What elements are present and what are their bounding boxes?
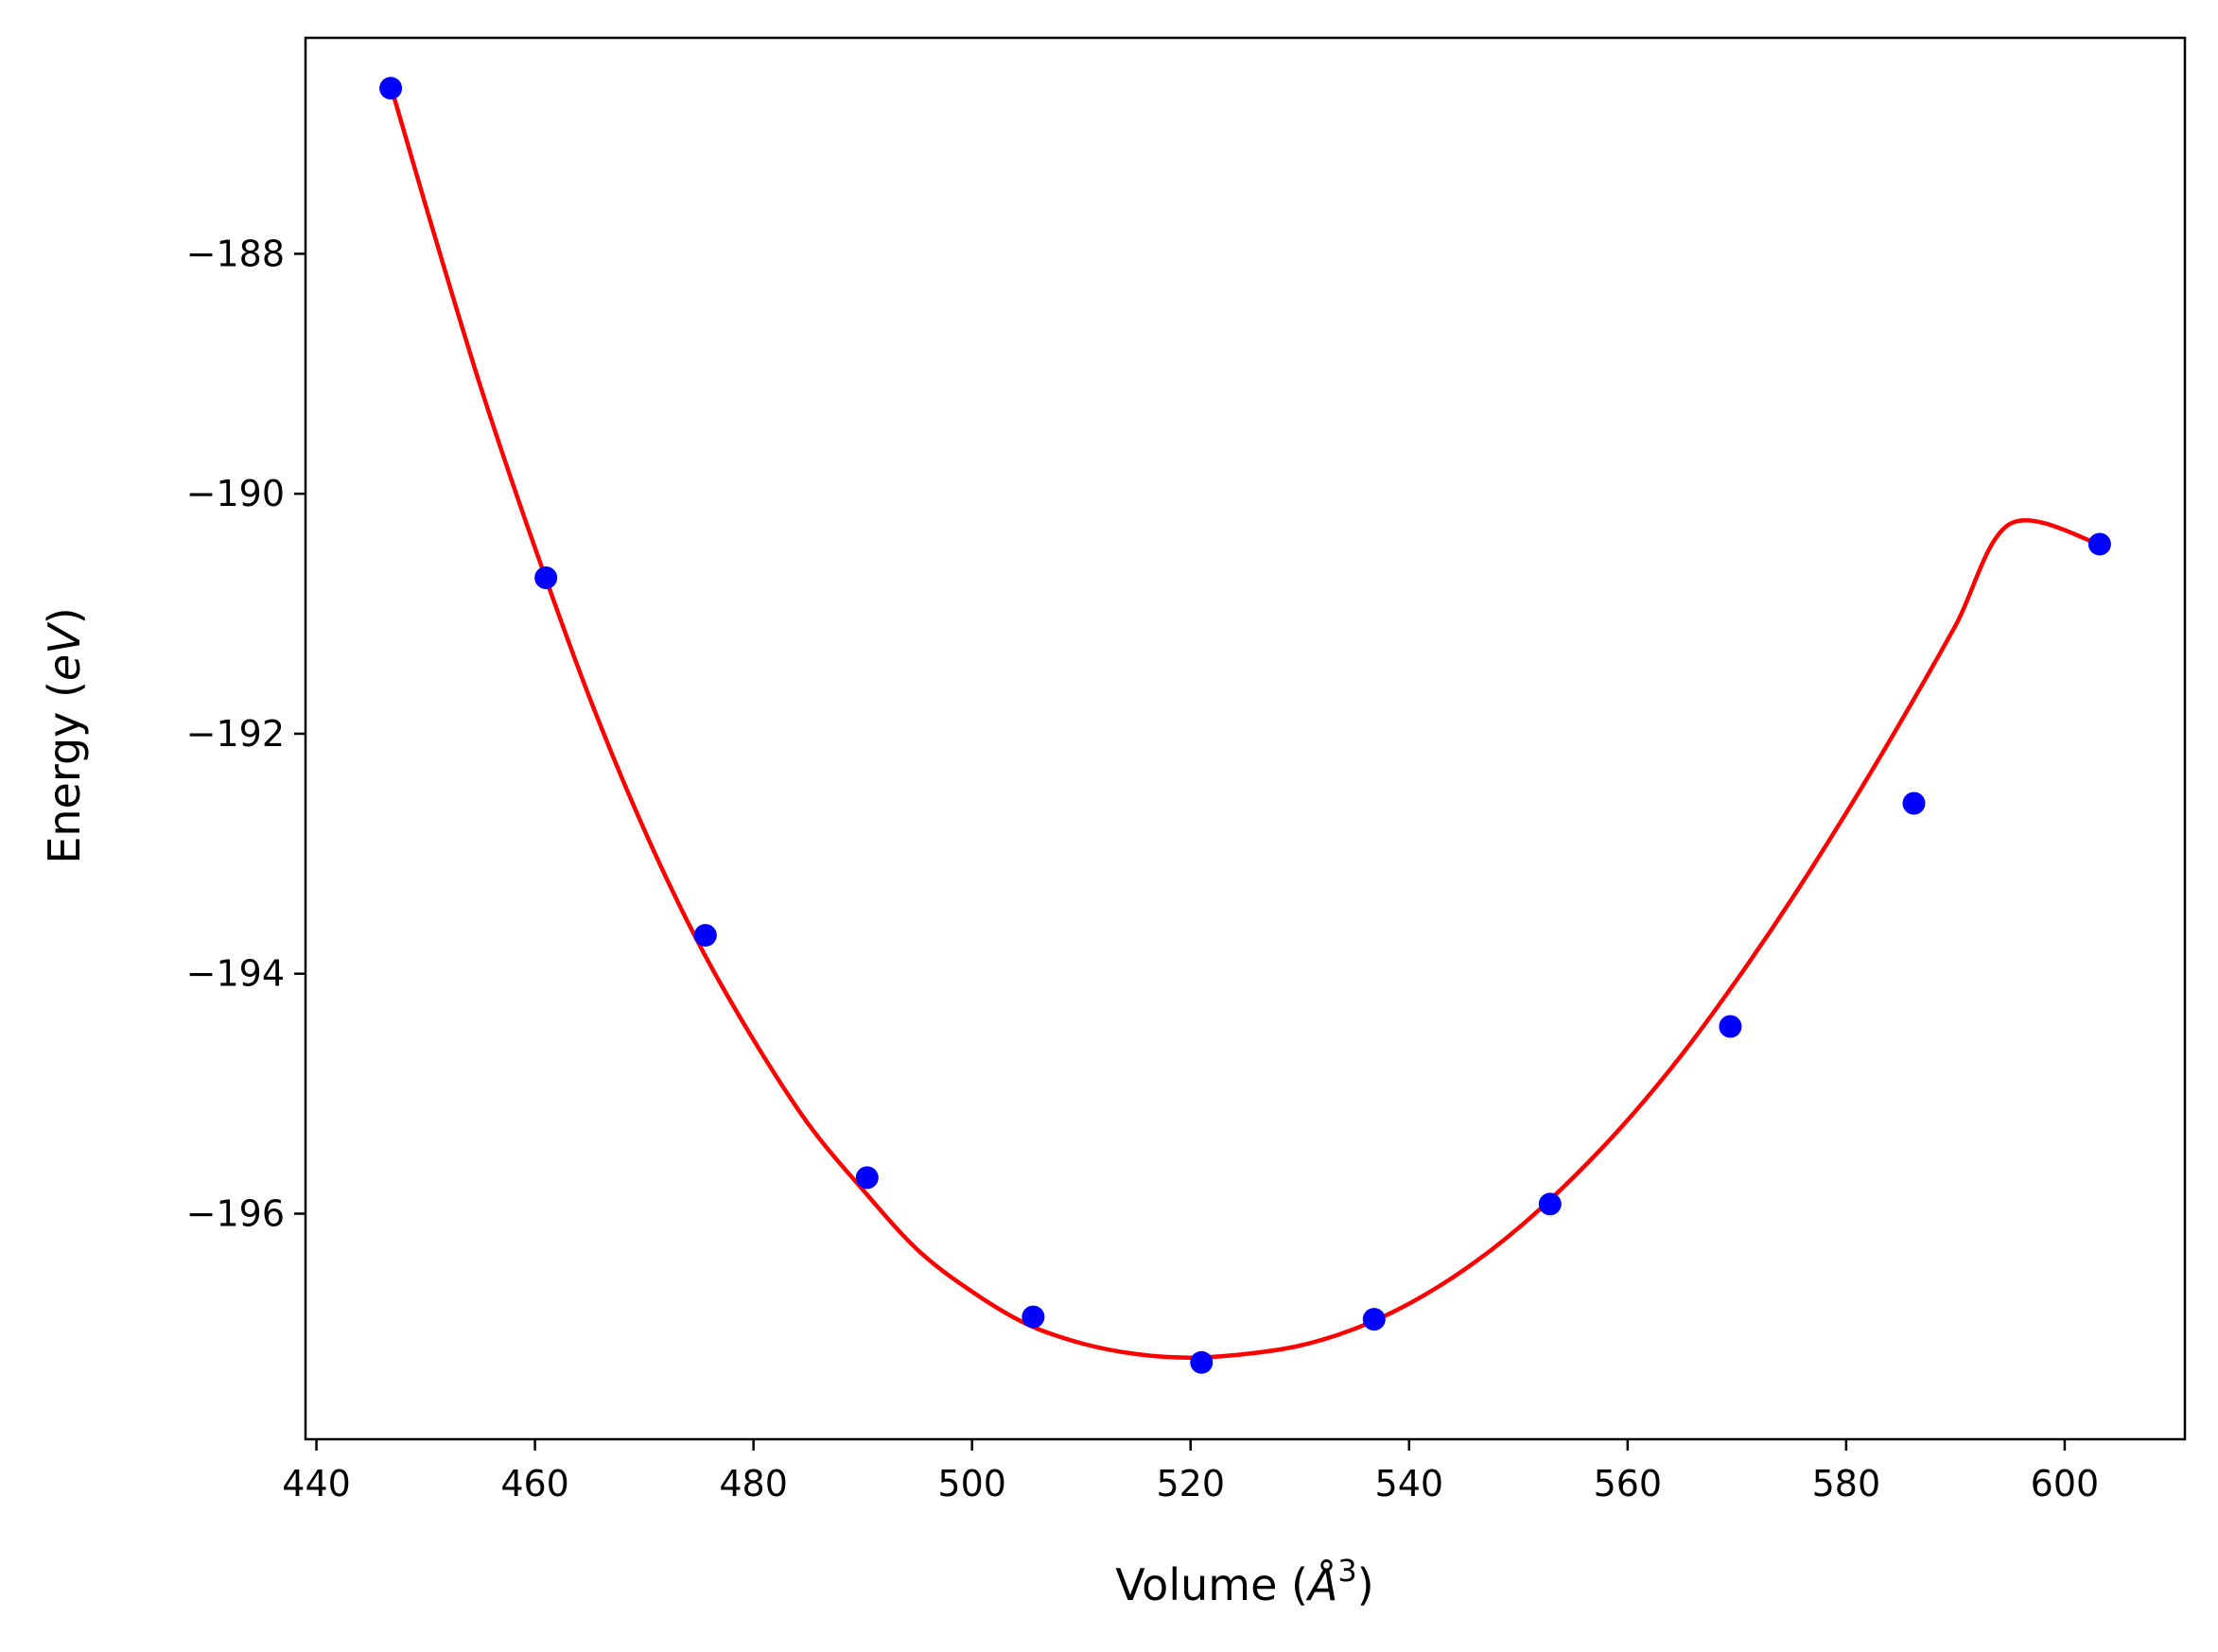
x-axis-title-unit: Å	[1305, 1559, 1337, 1610]
x-axis-title-main: Volume (	[1115, 1559, 1308, 1610]
data-point	[379, 77, 403, 100]
x-tick-label: 560	[1594, 1463, 1663, 1504]
y-tick-label: −190	[186, 473, 285, 514]
y-axis-ticks: −188 −190 −192 −194 −196	[186, 233, 306, 1234]
y-tick-label: −194	[186, 953, 285, 995]
fit-curve-line	[388, 85, 2101, 1360]
x-tick-label: 600	[2031, 1463, 2100, 1504]
x-tick-label: 440	[282, 1463, 351, 1504]
x-axis-ticks: 440 460 480 500 520 540 560 580 600	[282, 1439, 2099, 1504]
x-tick-label: 500	[937, 1463, 1006, 1504]
x-tick-label: 540	[1375, 1463, 1444, 1504]
y-axis-title-main: Energy (	[39, 681, 90, 864]
x-tick-label: 480	[719, 1463, 788, 1504]
data-points-layer	[379, 77, 2111, 1374]
data-point	[1022, 1305, 1045, 1329]
y-axis-title-unit: eV	[39, 621, 90, 681]
data-point	[2087, 532, 2111, 556]
x-tick-label: 520	[1156, 1463, 1225, 1504]
data-point	[1190, 1350, 1214, 1374]
y-tick-label: −188	[186, 233, 285, 274]
x-axis-title: Volume (Å3)	[1115, 1553, 1373, 1610]
fit-curve-layer	[388, 85, 2101, 1360]
data-point	[534, 565, 558, 589]
data-point	[693, 924, 717, 948]
data-point	[1538, 1192, 1562, 1216]
data-point	[1719, 1015, 1742, 1038]
x-tick-label: 580	[1812, 1463, 1881, 1504]
y-tick-label: −192	[186, 713, 285, 755]
y-axis-title: Energy (eV)	[39, 607, 90, 863]
x-tick-label: 460	[500, 1463, 569, 1504]
plot-area	[304, 36, 2187, 1441]
plot-frame	[304, 36, 2187, 1441]
x-axis-title-close: )	[1357, 1559, 1374, 1610]
y-axis-title-close: )	[39, 607, 90, 624]
data-point	[855, 1166, 879, 1190]
data-point	[1362, 1308, 1386, 1331]
x-axis-title-exponent: 3	[1337, 1553, 1356, 1589]
y-tick-label: −196	[186, 1192, 285, 1234]
data-point	[1902, 791, 1926, 815]
